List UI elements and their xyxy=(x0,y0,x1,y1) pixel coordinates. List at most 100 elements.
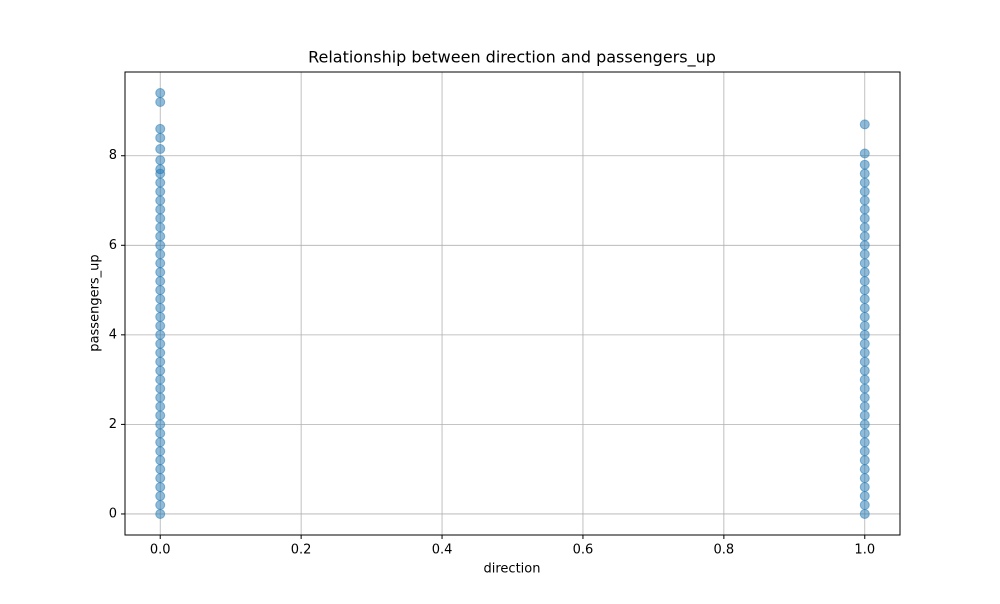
point xyxy=(859,401,870,412)
point xyxy=(155,97,166,108)
point xyxy=(155,374,166,385)
point xyxy=(155,482,166,493)
y-tick-label: 4 xyxy=(109,327,117,342)
x-tick-label: 0.0 xyxy=(150,543,171,558)
y-axis-label: passengers_up xyxy=(88,254,103,351)
point xyxy=(859,195,870,206)
point xyxy=(155,267,166,278)
point xyxy=(155,285,166,296)
point xyxy=(859,276,870,287)
point xyxy=(155,132,166,143)
point xyxy=(859,410,870,421)
point xyxy=(155,311,166,322)
point xyxy=(859,240,870,251)
point xyxy=(155,329,166,340)
point xyxy=(859,177,870,188)
point xyxy=(155,164,166,175)
point xyxy=(155,508,166,519)
point xyxy=(155,446,166,457)
x-tick-label: 0.6 xyxy=(573,543,594,558)
point xyxy=(155,222,166,233)
point xyxy=(155,455,166,466)
point xyxy=(859,231,870,242)
y-tick-label: 2 xyxy=(109,417,117,432)
point xyxy=(859,222,870,233)
axes-frame xyxy=(124,71,901,536)
point xyxy=(155,231,166,242)
point xyxy=(859,455,870,466)
point xyxy=(859,168,870,179)
point xyxy=(859,473,870,484)
point xyxy=(859,446,870,457)
point xyxy=(859,213,870,224)
point xyxy=(859,285,870,296)
point xyxy=(155,401,166,412)
point xyxy=(155,155,166,166)
point xyxy=(155,499,166,510)
point xyxy=(155,347,166,358)
x-tick-label: 0.2 xyxy=(291,543,312,558)
point xyxy=(859,482,870,493)
x-axis-label: direction xyxy=(484,562,541,577)
x-tick-label: 1.0 xyxy=(854,543,875,558)
point xyxy=(859,464,870,475)
x-tick-label: 0.8 xyxy=(714,543,735,558)
point xyxy=(155,276,166,287)
point xyxy=(155,491,166,502)
point xyxy=(859,383,870,394)
point xyxy=(859,249,870,260)
point xyxy=(859,204,870,215)
point xyxy=(859,159,870,170)
point xyxy=(155,249,166,260)
point xyxy=(155,419,166,430)
point xyxy=(859,419,870,430)
point xyxy=(155,320,166,331)
point xyxy=(859,499,870,510)
point xyxy=(155,473,166,484)
point xyxy=(859,320,870,331)
point xyxy=(155,88,166,99)
point xyxy=(859,119,870,130)
point xyxy=(155,204,166,215)
point xyxy=(859,347,870,358)
x-tick-label: 0.4 xyxy=(432,543,453,558)
point xyxy=(155,240,166,251)
point xyxy=(859,437,870,448)
y-tick-label: 8 xyxy=(109,148,117,163)
point xyxy=(155,410,166,421)
point xyxy=(859,392,870,403)
point xyxy=(859,311,870,322)
point xyxy=(859,258,870,269)
point xyxy=(859,508,870,519)
point xyxy=(859,267,870,278)
point xyxy=(155,195,166,206)
point xyxy=(859,148,870,159)
point xyxy=(859,374,870,385)
point xyxy=(155,392,166,403)
point xyxy=(155,144,166,155)
y-tick-label: 6 xyxy=(109,238,117,253)
point xyxy=(155,213,166,224)
point xyxy=(155,302,166,313)
point xyxy=(155,186,166,197)
point xyxy=(859,186,870,197)
point xyxy=(155,177,166,188)
chart-title: Relationship between direction and passe… xyxy=(308,48,716,68)
point xyxy=(859,302,870,313)
point xyxy=(155,294,166,305)
point xyxy=(155,338,166,349)
point xyxy=(859,428,870,439)
point xyxy=(859,491,870,502)
point xyxy=(155,383,166,394)
point xyxy=(155,428,166,439)
point xyxy=(155,356,166,367)
point xyxy=(155,258,166,269)
point xyxy=(155,464,166,475)
point xyxy=(859,365,870,376)
point xyxy=(155,123,166,134)
y-tick-label: 0 xyxy=(109,506,117,521)
point xyxy=(859,294,870,305)
point xyxy=(859,356,870,367)
